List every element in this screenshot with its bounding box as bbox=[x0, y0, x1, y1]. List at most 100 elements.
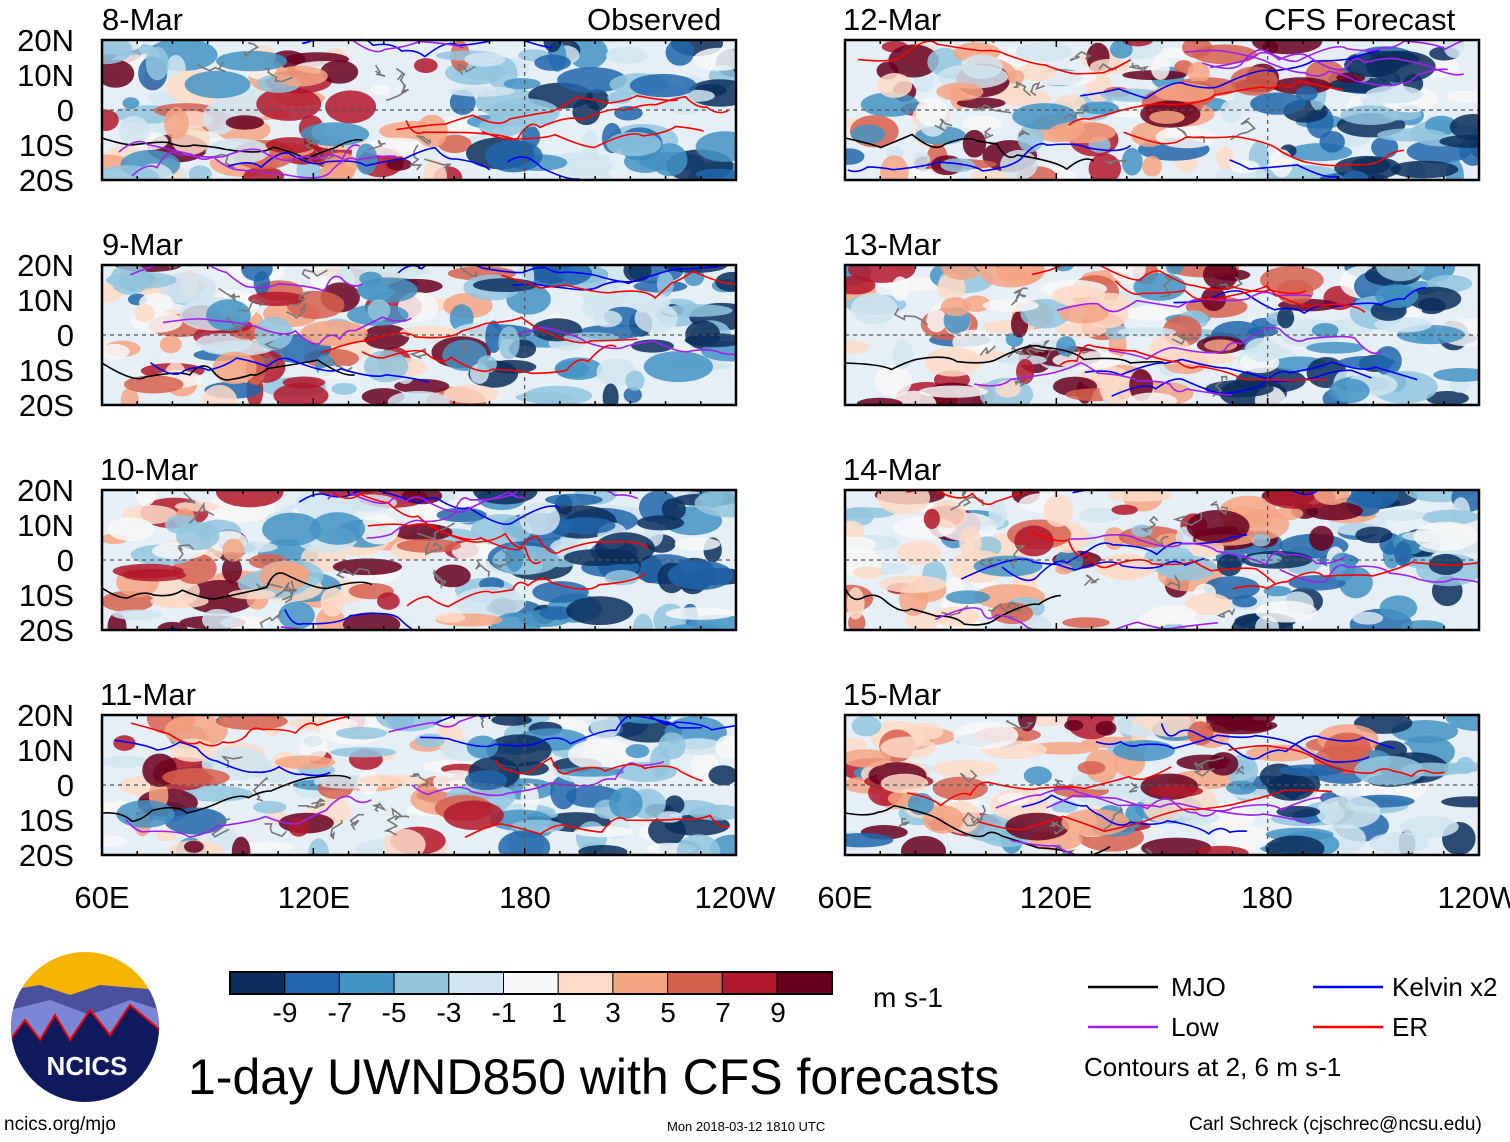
coastline bbox=[383, 814, 399, 836]
wind-anomaly-patch bbox=[594, 532, 655, 565]
wind-anomaly-patch bbox=[414, 733, 445, 748]
colorbar-swatch bbox=[284, 971, 340, 995]
contour-mjo bbox=[845, 587, 1061, 626]
wind-anomaly-patch bbox=[845, 737, 867, 753]
wind-anomaly-patch bbox=[319, 163, 355, 180]
coastline bbox=[395, 67, 407, 94]
wind-anomaly-patch bbox=[1205, 802, 1253, 828]
coastline bbox=[1235, 765, 1245, 775]
panel-date: 10-Mar bbox=[100, 452, 199, 487]
contour-er bbox=[396, 94, 679, 131]
wind-anomaly-patch bbox=[555, 360, 589, 379]
wind-anomaly-patch bbox=[1441, 796, 1479, 808]
wind-anomaly-patch bbox=[1106, 490, 1174, 502]
wind-anomaly-patch bbox=[202, 340, 274, 356]
lat-tick: 0 bbox=[56, 93, 74, 128]
map-panel bbox=[100, 38, 738, 182]
wind-anomaly-patch bbox=[383, 829, 426, 855]
wind-anomaly-patch bbox=[393, 523, 453, 541]
wind-anomaly-patch bbox=[118, 115, 150, 146]
wind-anomaly-patch bbox=[905, 722, 944, 741]
wind-anomaly-patch bbox=[225, 115, 265, 130]
coastline bbox=[289, 291, 311, 306]
colorbar-swatch bbox=[557, 971, 614, 995]
coastline bbox=[1018, 129, 1030, 137]
wind-anomaly-patch bbox=[102, 109, 119, 132]
wind-anomaly-patch bbox=[915, 97, 948, 127]
wind-anomaly-patch bbox=[386, 158, 412, 171]
wind-anomaly-patch bbox=[1007, 69, 1025, 84]
logo-text: NCICS bbox=[47, 1051, 128, 1081]
coastline bbox=[979, 345, 996, 356]
lat-tick: 10S bbox=[18, 578, 74, 613]
wind-anomaly-patch bbox=[846, 587, 865, 620]
contour-kelvin bbox=[1001, 533, 1248, 582]
wind-anomaly-patch bbox=[625, 744, 650, 759]
wind-anomaly-patch bbox=[123, 375, 184, 394]
wind-anomaly-patch bbox=[636, 515, 685, 531]
wind-anomaly-patch bbox=[201, 384, 238, 405]
wind-anomaly-patch bbox=[231, 836, 251, 855]
coastline bbox=[281, 581, 293, 601]
lon-tick: 120E bbox=[277, 880, 351, 915]
lat-tick: 0 bbox=[56, 543, 74, 578]
coastline bbox=[893, 308, 929, 326]
wind-anomaly-patch bbox=[470, 514, 532, 546]
wind-anomaly-patch bbox=[606, 131, 662, 157]
wind-anomaly-patch bbox=[715, 735, 736, 760]
contour-kelvin bbox=[1080, 50, 1380, 100]
coastline bbox=[408, 144, 423, 171]
wind-anomaly-patch bbox=[1375, 509, 1426, 521]
wind-anomaly-patch bbox=[262, 512, 322, 547]
wind-anomaly-patch bbox=[1408, 286, 1462, 311]
contour-kelvin bbox=[1229, 159, 1344, 180]
wind-anomaly-patch bbox=[1433, 367, 1479, 382]
wind-anomaly-patch bbox=[1192, 44, 1258, 65]
wind-anomaly-patch bbox=[116, 800, 175, 828]
contour-er bbox=[1228, 744, 1445, 778]
wind-anomaly-patch bbox=[1058, 302, 1109, 324]
coastline bbox=[1194, 756, 1225, 770]
wind-anomaly-patch bbox=[1319, 130, 1345, 153]
wind-anomaly-patch bbox=[545, 493, 603, 506]
wind-anomaly-patch bbox=[1247, 553, 1282, 565]
wind-anomaly-patch bbox=[1265, 835, 1325, 855]
wind-anomaly-patch bbox=[1110, 265, 1146, 284]
colorbar-label: -9 bbox=[272, 997, 298, 1028]
wind-anomaly-patch bbox=[1338, 356, 1396, 369]
coastline bbox=[301, 268, 328, 280]
wind-anomaly-patch bbox=[973, 555, 1043, 577]
lat-tick: 20S bbox=[18, 163, 74, 198]
wind-anomaly-patch bbox=[1394, 541, 1412, 567]
wind-anomaly-patch bbox=[932, 776, 988, 801]
lon-tick: 120W bbox=[1437, 880, 1510, 915]
contour-kelvin bbox=[284, 609, 416, 630]
coastline bbox=[416, 135, 431, 146]
wind-anomaly-patch bbox=[891, 276, 909, 302]
coastline bbox=[979, 558, 996, 568]
wind-anomaly-patch bbox=[962, 129, 987, 158]
wind-anomaly-patch bbox=[1157, 555, 1217, 581]
colorbar-label: 3 bbox=[605, 997, 621, 1028]
wind-anomaly-patch bbox=[288, 817, 309, 837]
wind-anomaly-patch bbox=[102, 59, 135, 88]
lat-tick: 10S bbox=[18, 803, 74, 838]
wind-anomaly-patch bbox=[567, 739, 635, 771]
coastline bbox=[1041, 339, 1052, 360]
wind-anomaly-patch bbox=[656, 271, 674, 297]
wind-anomaly-patch bbox=[1340, 105, 1401, 125]
wind-anomaly-patch bbox=[1141, 837, 1212, 855]
wind-anomaly-patch bbox=[688, 804, 736, 821]
coastline bbox=[962, 812, 984, 827]
coastline bbox=[1025, 347, 1045, 360]
wind-anomaly-patch bbox=[1111, 504, 1138, 515]
lat-tick: 0 bbox=[56, 768, 74, 803]
coastline bbox=[238, 297, 265, 312]
wind-anomaly-patch bbox=[472, 278, 537, 293]
coastline bbox=[286, 303, 307, 320]
coastline bbox=[371, 801, 387, 812]
panel-date: 15-Mar bbox=[843, 677, 942, 712]
coastline bbox=[349, 813, 364, 831]
wind-anomaly-patch bbox=[363, 350, 409, 383]
wind-anomaly-patch bbox=[879, 575, 947, 593]
